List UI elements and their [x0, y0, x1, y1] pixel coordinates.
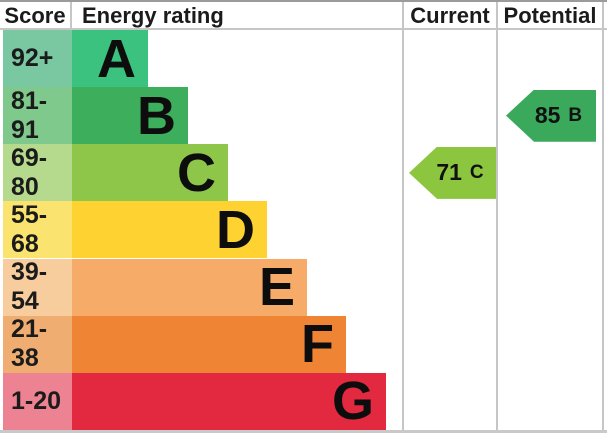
potential-rating-arrow: 85 B: [506, 89, 596, 142]
score-cell-c: 69-80: [3, 144, 72, 202]
bottom-border-line: [0, 430, 607, 433]
header-current: Current: [410, 2, 490, 28]
potential-score-value: 85: [534, 102, 561, 129]
rating-bar-e: E: [72, 257, 307, 317]
rating-bar-g: G: [72, 371, 386, 431]
score-cell-b: 81-91: [3, 87, 72, 145]
header-potential: Potential: [503, 2, 597, 28]
header-score: Score: [4, 2, 66, 28]
score-cell-d: 55-68: [3, 201, 72, 259]
top-border-line: [0, 0, 607, 2]
header-divider-line: [0, 28, 607, 30]
rating-bar-a: A: [72, 29, 148, 89]
header-energy-rating: Energy rating: [82, 2, 224, 28]
score-column-divider: [70, 2, 72, 28]
potential-band-letter: B: [568, 104, 583, 126]
current-score-value: 71: [436, 159, 462, 186]
rating-bar-b: B: [72, 86, 188, 146]
score-cell-f: 21-38: [3, 315, 72, 373]
rating-bar-f: F: [72, 314, 346, 374]
current-band-letter: C: [469, 161, 484, 183]
potential-column-divider: [496, 2, 498, 430]
rating-bar-d: D: [72, 200, 267, 260]
current-rating-arrow: 71 C: [409, 146, 496, 199]
score-cell-e: 39-54: [3, 258, 72, 316]
right-border-line: [602, 2, 604, 430]
score-cell-a: 92+: [3, 30, 72, 88]
current-column-divider: [402, 2, 404, 430]
rating-bar-c: C: [72, 143, 228, 203]
score-cell-g: 1-20: [3, 372, 72, 430]
